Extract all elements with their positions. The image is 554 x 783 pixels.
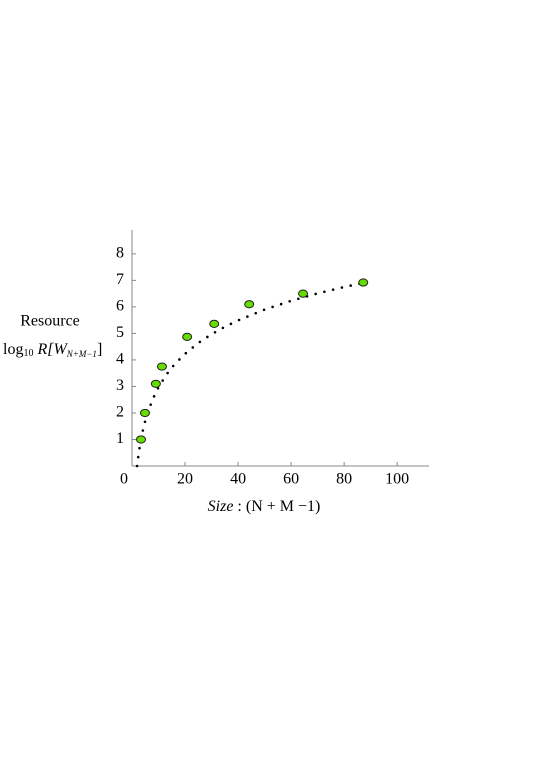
y-tick-label: 8: [116, 245, 124, 262]
data-point: [209, 319, 220, 328]
y-axis-label: Resource: [20, 313, 80, 330]
fit-curve: [135, 281, 365, 468]
x-tick-label: 0: [120, 471, 128, 488]
y-tick-label: 4: [116, 351, 124, 368]
data-point: [298, 289, 309, 298]
x-label-rest: : (N + M −1): [233, 498, 320, 515]
data-point: [136, 435, 147, 444]
y-tick-label: 1: [116, 430, 124, 447]
formula-base: 10: [23, 348, 33, 359]
y-tick-label: 7: [116, 271, 124, 288]
y-tick-label: 2: [116, 404, 124, 421]
y-tick-label: 6: [116, 298, 124, 315]
formula-close: ]: [97, 341, 102, 358]
y-tick-label: 5: [116, 324, 124, 341]
x-tick-label: 20: [177, 471, 193, 488]
data-point: [150, 379, 161, 388]
x-tick-label: 60: [283, 471, 299, 488]
data-point: [182, 332, 193, 341]
x-tick-label: 40: [230, 471, 246, 488]
formula-log: log: [3, 341, 23, 358]
x-tick-label: 100: [385, 471, 409, 488]
x-label-italic: Size: [208, 498, 234, 515]
x-tick-label: 80: [336, 471, 352, 488]
x-axis-label: Size : (N + M −1): [208, 498, 321, 515]
y-tick-label: 3: [116, 377, 124, 394]
formula-sub: N+M−1: [66, 349, 97, 359]
data-point: [244, 300, 255, 309]
data-point: [358, 278, 369, 287]
y-axis-formula: log10 R[WN+M−1]: [3, 341, 102, 360]
data-point: [139, 408, 150, 418]
formula-body: R[W: [33, 341, 68, 358]
data-point: [156, 362, 167, 371]
